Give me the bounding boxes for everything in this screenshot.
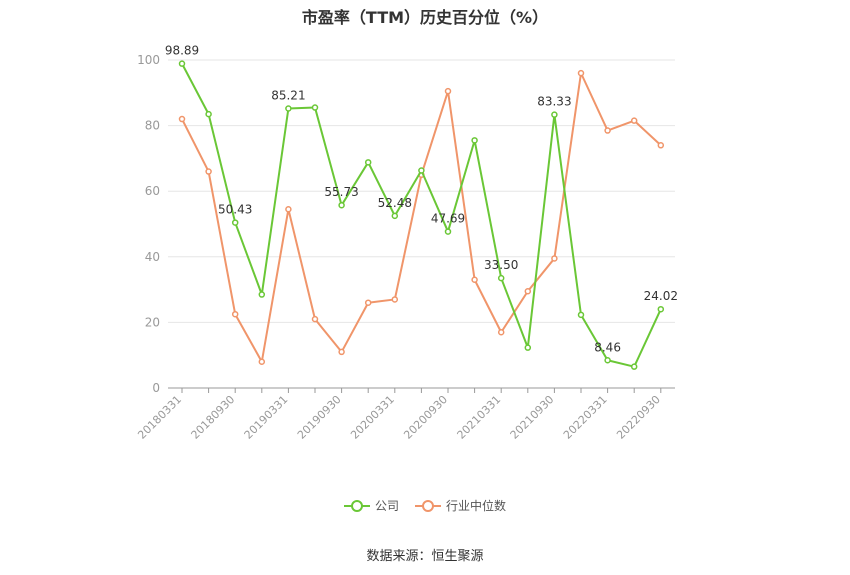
series-line-1 — [181, 72, 662, 363]
data-point — [231, 219, 239, 226]
x-tick-label: 20190331 — [242, 393, 291, 442]
data-point — [551, 111, 558, 118]
data-point — [205, 168, 212, 175]
data-point — [311, 315, 319, 323]
legend-marker-industry-median — [415, 499, 441, 512]
chart-title: 市盈率（TTM）历史百分位（%） — [301, 8, 549, 27]
data-label: 24.02 — [644, 289, 678, 303]
data-point — [285, 105, 292, 112]
data-label: 55.73 — [324, 185, 358, 199]
data-point — [178, 115, 186, 123]
data-point — [444, 87, 452, 95]
x-tick-label: 20180930 — [189, 393, 238, 442]
data-point — [471, 276, 478, 284]
data-point — [391, 296, 399, 303]
data-point — [311, 104, 319, 111]
data-point — [444, 228, 452, 235]
data-point — [364, 159, 372, 166]
data-point — [418, 167, 425, 174]
data-label: 50.43 — [218, 203, 252, 217]
y-tick-label: 0 — [152, 381, 160, 395]
data-point — [524, 287, 532, 295]
data-point — [577, 311, 585, 319]
y-tick-label: 40 — [145, 250, 160, 264]
data-label: 52.48 — [378, 196, 412, 210]
data-labels: 98.89 50.43 85.21 55.73 52.48 47.69 33.50 83.33… — [165, 44, 678, 355]
data-point — [205, 110, 212, 118]
x-tick-label: 20210331 — [455, 393, 504, 442]
data-point — [338, 348, 345, 356]
y-tick-label: 60 — [145, 184, 160, 198]
data-point — [604, 357, 611, 364]
data-label: 98.89 — [165, 44, 199, 58]
data-point — [338, 201, 345, 209]
x-tick-label: 20220331 — [561, 393, 610, 442]
legend: 公司 行业中位数 — [0, 497, 850, 514]
legend-label-industry-median: 行业中位数 — [446, 499, 507, 513]
legend-item-company[interactable]: 公司 — [343, 497, 399, 514]
data-point — [630, 363, 638, 370]
data-point — [604, 127, 611, 134]
data-label: 8.46 — [594, 340, 621, 354]
data-label: 83.33 — [537, 95, 571, 109]
data-point — [657, 142, 665, 149]
legend-label-company: 公司 — [374, 499, 399, 513]
data-point — [285, 205, 292, 213]
data-point — [258, 358, 266, 366]
data-point — [657, 305, 665, 313]
data-point — [497, 328, 505, 336]
series-line-0 — [181, 63, 662, 368]
data-point — [364, 299, 372, 306]
series-lines — [178, 60, 665, 370]
y-tick-label: 100 — [137, 53, 160, 67]
data-label: 47.69 — [431, 212, 465, 226]
data-point — [524, 344, 532, 351]
x-tick-label: 20220930 — [614, 393, 663, 442]
data-point — [178, 60, 186, 67]
data-point — [231, 310, 239, 318]
source-note: 数据来源：恒生聚源 — [366, 549, 484, 564]
data-point — [577, 69, 585, 77]
x-tick-label: 20200331 — [348, 393, 397, 442]
data-point — [551, 255, 558, 262]
grid-lines — [168, 59, 675, 323]
legend-item-industry-median[interactable]: 行业中位数 — [415, 497, 506, 514]
data-label: 33.50 — [484, 258, 518, 272]
x-tick-label: 20200930 — [401, 393, 450, 442]
x-tick-label: 20190930 — [295, 393, 344, 442]
legend-marker-company — [343, 499, 370, 512]
data-point — [471, 137, 478, 144]
y-tick-label: 20 — [145, 315, 160, 329]
data-point — [497, 274, 505, 282]
data-point — [630, 117, 638, 124]
x-tick-label: 20210930 — [508, 393, 557, 442]
data-point — [391, 212, 399, 220]
data-label: 85.21 — [271, 89, 305, 103]
x-tick-label: 20180331 — [135, 393, 184, 442]
data-point — [258, 291, 266, 298]
y-tick-label: 80 — [145, 119, 160, 133]
